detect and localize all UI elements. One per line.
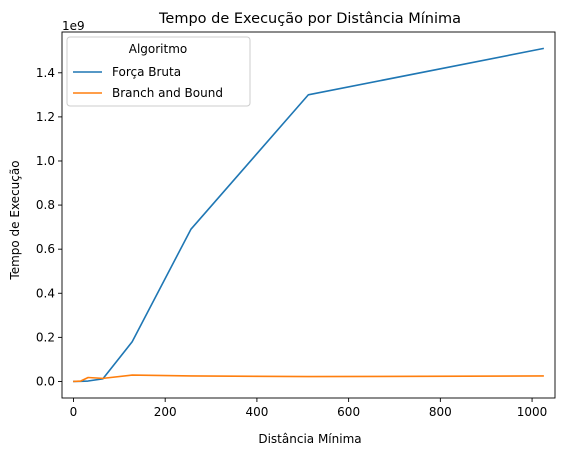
legend-label-2: Branch and Bound: [112, 86, 223, 100]
y-tick-label: 1.2: [36, 110, 55, 124]
y-tick-label: 0.4: [36, 286, 55, 300]
x-tick-label: 400: [245, 405, 268, 419]
y-tick-label: 0.6: [36, 242, 55, 256]
x-tick-label: 600: [337, 405, 360, 419]
series-line-2: [73, 374, 544, 383]
legend-title: Algoritmo: [129, 42, 188, 56]
y-tick-label: 0.2: [36, 330, 55, 344]
x-tick-label: 1000: [517, 405, 548, 419]
chart-title: Tempo de Execução por Distância Mínima: [158, 11, 461, 27]
y-offset-label: 1e9: [62, 19, 85, 33]
y-tick-label: 1.4: [36, 66, 55, 80]
legend: Algoritmo Força Bruta Branch and Bound: [66, 36, 251, 107]
legend-label-1: Força Bruta: [112, 65, 181, 79]
y-axis-title: Tempo de Execução: [8, 160, 22, 280]
legend-box: [66, 36, 251, 107]
y-tick-label: 1.0: [36, 154, 55, 168]
x-tick-label: 0: [70, 405, 78, 419]
plot-area: 0 200 400 600 800 1000 0.0 0.2 0.4 0.6 0.8 1.0 1.2 1.…: [36, 31, 556, 419]
x-tick-label: 800: [429, 405, 452, 419]
y-tick-label: 0.8: [36, 198, 55, 212]
axes-frame: [61, 31, 556, 399]
x-tick-label: 200: [154, 405, 177, 419]
x-axis-title: Distância Mínima: [258, 432, 361, 446]
y-tick-label: 0.0: [36, 374, 55, 388]
